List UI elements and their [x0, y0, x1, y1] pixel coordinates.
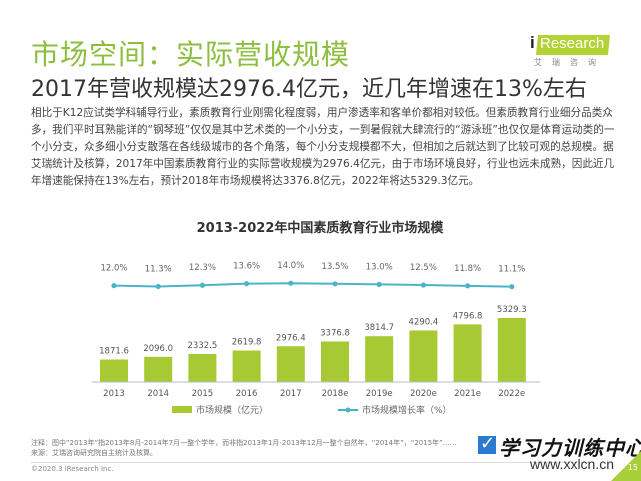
bar-2015	[188, 353, 217, 382]
growth-rate-point-2013	[111, 283, 117, 289]
bar-2022e	[497, 318, 526, 382]
footer-note: 注释：图中“2013年”指2013年8月-2014年7月一整个学年，而非指201…	[31, 439, 457, 447]
bar-value-label: 3376.8	[320, 328, 350, 338]
growth-rate-label: 12.0%	[100, 264, 127, 274]
x-tick-label: 2018e	[322, 389, 349, 399]
x-tick-label: 2020e	[410, 389, 437, 399]
copyright: ©2020.3 iResearch Inc.	[31, 465, 114, 473]
legend-line-label: 市场规模增长率（%）	[362, 404, 452, 416]
bar-2018e	[321, 341, 349, 382]
growth-rate-point-2017	[288, 280, 294, 286]
page-corner-decoration	[611, 451, 641, 481]
bar-value-label: 2976.4	[276, 333, 306, 343]
logo-text: Research	[540, 35, 605, 52]
growth-rate-label: 13.0%	[366, 262, 393, 272]
body-paragraph: 相比于K12应试类学科辅导行业，素质教育行业刚需化程度弱，用户渗透率和客单价都相…	[31, 105, 616, 190]
iresearch-logo: i Research 艾瑞咨询	[528, 33, 611, 67]
footer-divider	[31, 462, 591, 463]
bar-2020e	[409, 330, 438, 382]
paragraph-text: 相比于K12应试类学科辅导行业，素质教育行业刚需化程度弱，用户渗透率和客单价都相…	[31, 107, 615, 187]
bar-value-label: 2096.0	[143, 344, 173, 354]
chart-title: 2013-2022年中国素质教育行业市场规模	[197, 220, 445, 236]
bar-value-label: 1871.6	[99, 347, 129, 357]
growth-rate-point-2019e	[376, 281, 382, 287]
growth-rate-label: 11.3%	[145, 264, 172, 274]
bar-value-label: 2619.8	[232, 338, 262, 348]
bar-value-label: 4796.8	[453, 311, 483, 321]
x-tick-label: 2016	[236, 389, 258, 399]
x-tick-label: 2022e	[498, 389, 525, 399]
bar-2017	[276, 346, 305, 382]
bar-2014	[144, 356, 173, 382]
bar-2016	[232, 350, 261, 382]
watermark-url: www.xxlcn.cn	[530, 456, 615, 472]
logo-i: i	[530, 33, 535, 52]
growth-rate-point-2014	[155, 283, 161, 290]
watermark-check-icon: ✓	[478, 433, 496, 454]
growth-rate-line	[113, 282, 512, 288]
growth-rate-label: 14.0%	[277, 261, 304, 271]
bar-value-label: 3814.7	[364, 323, 394, 333]
bar-2019e	[365, 336, 394, 382]
growth-rate-label: 12.5%	[410, 263, 437, 273]
bar-2021e	[453, 324, 482, 382]
x-tick-label: 2021e	[454, 389, 481, 399]
growth-rate-point-2015	[199, 282, 205, 288]
check-glyph: ✓	[480, 433, 496, 454]
x-tick-label: 2014	[147, 389, 169, 399]
growth-rate-point-2018e	[332, 281, 338, 287]
logo-chinese-name: 艾瑞咨询	[534, 58, 606, 67]
footer-notes: 注释：图中“2013年”指2013年8月-2014年7月一整个学年，而非指201…	[31, 439, 457, 458]
page-number: 15	[627, 463, 638, 472]
x-tick-label: 2015	[192, 389, 214, 399]
growth-rate-point-2021e	[465, 283, 471, 289]
page-title: 市场空间：实际营收规模	[31, 38, 351, 71]
growth-rate-label: 12.3%	[189, 263, 216, 273]
bar-value-label: 4290.4	[409, 317, 439, 327]
growth-rate-point-2022e	[509, 284, 515, 290]
page-subtitle: 2017年营收规模达2976.4亿元，近几年增速在13%左右	[31, 77, 587, 102]
x-tick-label: 2017	[280, 389, 302, 399]
legend-bar-label: 市场规模（亿元）	[196, 404, 268, 416]
bar-2013	[100, 359, 128, 382]
growth-rate-label: 11.1%	[498, 265, 525, 275]
growth-rate-label: 13.6%	[233, 262, 260, 272]
bar-value-label: 5329.3	[497, 305, 527, 315]
legend-bar-swatch	[172, 406, 192, 413]
bar-value-label: 2332.5	[188, 341, 218, 351]
growth-rate-point-2020e	[420, 282, 426, 288]
growth-rate-label: 11.8%	[454, 264, 481, 274]
growth-rate-point-2016	[244, 281, 250, 287]
x-tick-label: 2013	[103, 389, 125, 399]
footer-source: 来源：艾瑞咨询研究院自主统计及核算。	[31, 448, 157, 457]
legend-line-marker	[345, 407, 351, 413]
growth-rate-label: 13.5%	[321, 262, 348, 272]
x-tick-label: 2019e	[366, 389, 393, 399]
